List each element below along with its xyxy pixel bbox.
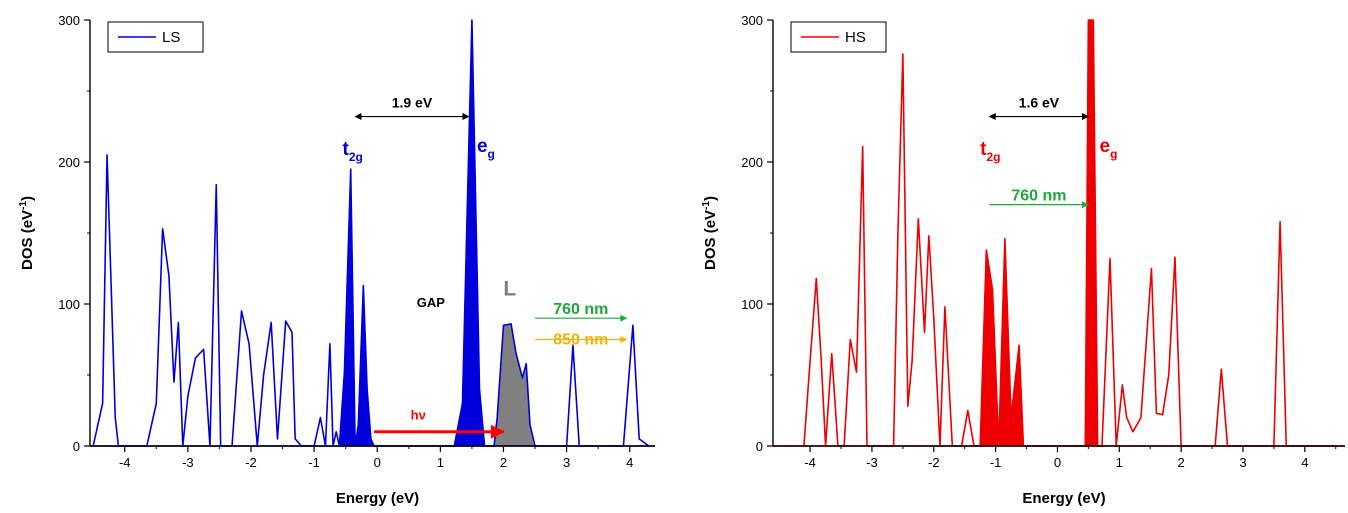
- x-tick-label: 3: [563, 455, 570, 470]
- x-tick-label: 0: [374, 455, 381, 470]
- y-tick-label: 0: [73, 439, 80, 454]
- gap-value-label: 1.9 eV: [392, 95, 433, 111]
- legend-label: LS: [162, 29, 180, 46]
- photon-hv-label: hν: [411, 407, 426, 422]
- gap-value-label: 1.6 eV: [1019, 95, 1060, 111]
- x-tick-label: -4: [119, 455, 131, 470]
- eg-label: eg: [1100, 136, 1118, 161]
- y-axis-label: DOS (eV-1): [701, 196, 719, 270]
- x-tick-label: 2: [1178, 455, 1185, 470]
- x-tick-label: 0: [1054, 455, 1061, 470]
- x-tick-label: -2: [928, 455, 940, 470]
- x-tick-label: -4: [804, 455, 816, 470]
- eg-label: eg: [477, 136, 495, 161]
- y-tick-label: 300: [58, 13, 80, 28]
- y-tick-label: 200: [741, 155, 763, 170]
- x-tick-label: 3: [1239, 455, 1246, 470]
- x-tick-label: -1: [308, 455, 320, 470]
- y-tick-label: 100: [58, 297, 80, 312]
- wavelength-850-label: 850 nm: [553, 332, 608, 349]
- y-tick-label: 0: [756, 439, 763, 454]
- x-axis-label: Energy (eV): [336, 490, 419, 507]
- legend-label: HS: [845, 29, 866, 46]
- t2g-label: t2g: [343, 139, 363, 164]
- x-tick-label: -2: [245, 455, 257, 470]
- wavelength-760-label: 760 nm: [553, 301, 608, 318]
- x-tick-label: -3: [182, 455, 194, 470]
- x-tick-label: 2: [500, 455, 507, 470]
- y-tick-label: 300: [741, 13, 763, 28]
- ligand-L-label: L: [503, 277, 516, 300]
- x-tick-label: -3: [866, 455, 878, 470]
- chart-panel-1: -4 -3 -2 -1 0 1 2 3 4 0 100 200 300 Energy (eV) DOS (e…: [18, 13, 655, 507]
- x-tick-label: 4: [626, 455, 633, 470]
- x-tick-label: 4: [1301, 455, 1308, 470]
- x-tick-label: 1: [437, 455, 444, 470]
- y-tick-label: 100: [741, 297, 763, 312]
- chart-panel-2: -4 -3 -2 -1 0 1 2 3 4 0 100 200 300 Energy (eV) DOS (e…: [701, 13, 1345, 507]
- y-axis-label: DOS (eV-1): [18, 196, 36, 270]
- x-tick-label: 1: [1116, 455, 1123, 470]
- gap-label: GAP: [417, 295, 446, 310]
- x-tick-label: -1: [990, 455, 1002, 470]
- wavelength-760-label: 760 nm: [1011, 188, 1066, 205]
- dos-series-line-LS: [92, 19, 650, 447]
- x-axis-label: Energy (eV): [1022, 490, 1105, 507]
- dos-series-line-HS: [803, 19, 1336, 447]
- y-tick-label: 200: [58, 155, 80, 170]
- t2g-label: t2g: [980, 139, 1000, 164]
